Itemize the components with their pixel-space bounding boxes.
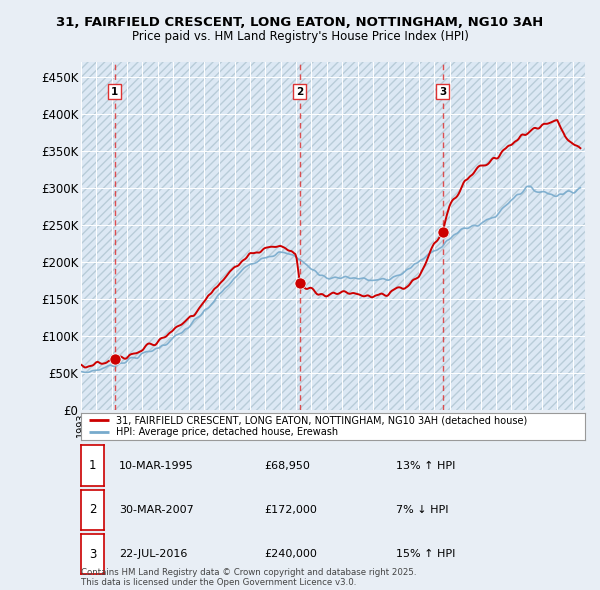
Text: 2: 2 — [296, 87, 304, 97]
Text: 1: 1 — [111, 87, 118, 97]
Text: £172,000: £172,000 — [264, 505, 317, 514]
Text: 31, FAIRFIELD CRESCENT, LONG EATON, NOTTINGHAM, NG10 3AH (detached house): 31, FAIRFIELD CRESCENT, LONG EATON, NOTT… — [116, 415, 527, 425]
Text: 31, FAIRFIELD CRESCENT, LONG EATON, NOTTINGHAM, NG10 3AH: 31, FAIRFIELD CRESCENT, LONG EATON, NOTT… — [56, 16, 544, 29]
Text: £240,000: £240,000 — [264, 549, 317, 559]
Text: 7% ↓ HPI: 7% ↓ HPI — [396, 505, 449, 514]
Text: 3: 3 — [89, 548, 96, 560]
Text: £68,950: £68,950 — [264, 461, 310, 470]
Text: 15% ↑ HPI: 15% ↑ HPI — [396, 549, 455, 559]
Text: 3: 3 — [439, 87, 446, 97]
Text: 2: 2 — [89, 503, 96, 516]
Text: 13% ↑ HPI: 13% ↑ HPI — [396, 461, 455, 470]
Text: Contains HM Land Registry data © Crown copyright and database right 2025.
This d: Contains HM Land Registry data © Crown c… — [81, 568, 416, 587]
Text: HPI: Average price, detached house, Erewash: HPI: Average price, detached house, Erew… — [116, 427, 338, 437]
Text: 30-MAR-2007: 30-MAR-2007 — [119, 505, 194, 514]
Text: Price paid vs. HM Land Registry's House Price Index (HPI): Price paid vs. HM Land Registry's House … — [131, 30, 469, 43]
Text: 22-JUL-2016: 22-JUL-2016 — [119, 549, 187, 559]
Text: 1: 1 — [89, 459, 96, 472]
Text: 10-MAR-1995: 10-MAR-1995 — [119, 461, 194, 470]
